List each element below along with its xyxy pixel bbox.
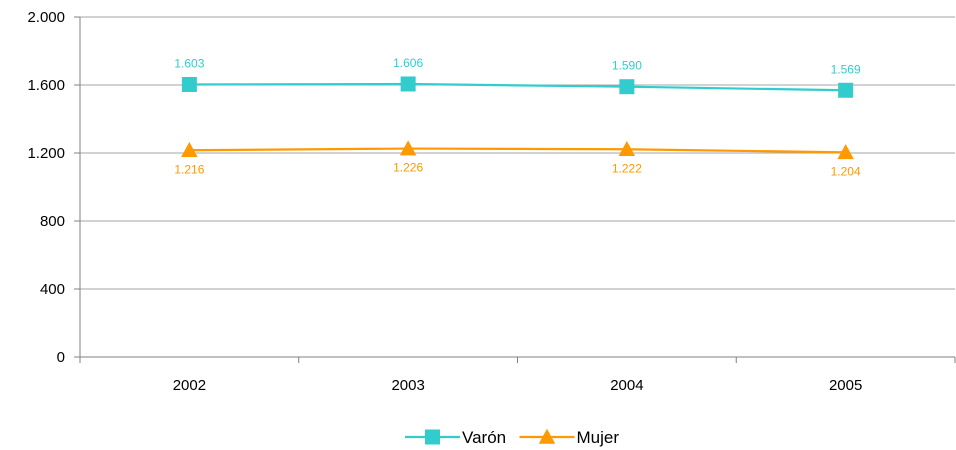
data-point (181, 142, 198, 158)
y-tick-label: 1.600 (27, 77, 65, 94)
series-line (189, 147, 846, 154)
y-tick-label: 1.200 (27, 145, 65, 162)
data-point (425, 429, 440, 445)
y-tick-label: 2.000 (27, 9, 65, 26)
y-tick-label: 800 (40, 213, 65, 230)
data-label: 1.222 (612, 161, 642, 175)
series-0: 1.603 1.606 1.590 1.569 (174, 56, 861, 98)
data-point (837, 144, 854, 160)
data-label: 1.569 (831, 62, 861, 76)
legend-item: Mujer (519, 428, 620, 447)
data-point (400, 76, 416, 92)
data-label: 1.204 (831, 164, 861, 178)
legend-label: Mujer (577, 428, 620, 447)
x-tick-label: 2002 (173, 377, 206, 394)
x-tick-label: 2004 (610, 377, 643, 394)
series-1: 1.216 1.226 1.222 1.204 (174, 140, 861, 178)
legend-label: Varón (462, 428, 506, 447)
series: 1.603 1.606 1.590 1.569 1.216 1.226 1.222 1.204 (174, 56, 861, 178)
data-point (838, 82, 854, 98)
data-point (618, 141, 636, 157)
legend-item: Varón (405, 428, 506, 447)
y-tick-label: 400 (40, 281, 65, 298)
series-line (189, 82, 846, 92)
axes (74, 16, 956, 363)
data-point (399, 140, 417, 156)
legend: Varón Mujer (405, 428, 619, 447)
y-tick-label: 0 (57, 349, 65, 366)
data-label: 1.226 (393, 161, 423, 175)
y-tick-labels: 0 400 800 1.200 1.600 2.000 (27, 9, 65, 366)
data-point (181, 76, 197, 92)
x-tick-label: 2005 (829, 377, 862, 394)
x-tick-label: 2003 (391, 377, 424, 394)
data-label: 1.590 (612, 59, 642, 73)
data-point (538, 428, 556, 444)
data-label: 1.603 (174, 56, 204, 70)
data-point (619, 79, 635, 95)
x-tick-labels: 2002 2003 2004 2005 (173, 377, 863, 394)
data-label: 1.606 (393, 56, 423, 70)
data-label: 1.216 (174, 162, 204, 176)
